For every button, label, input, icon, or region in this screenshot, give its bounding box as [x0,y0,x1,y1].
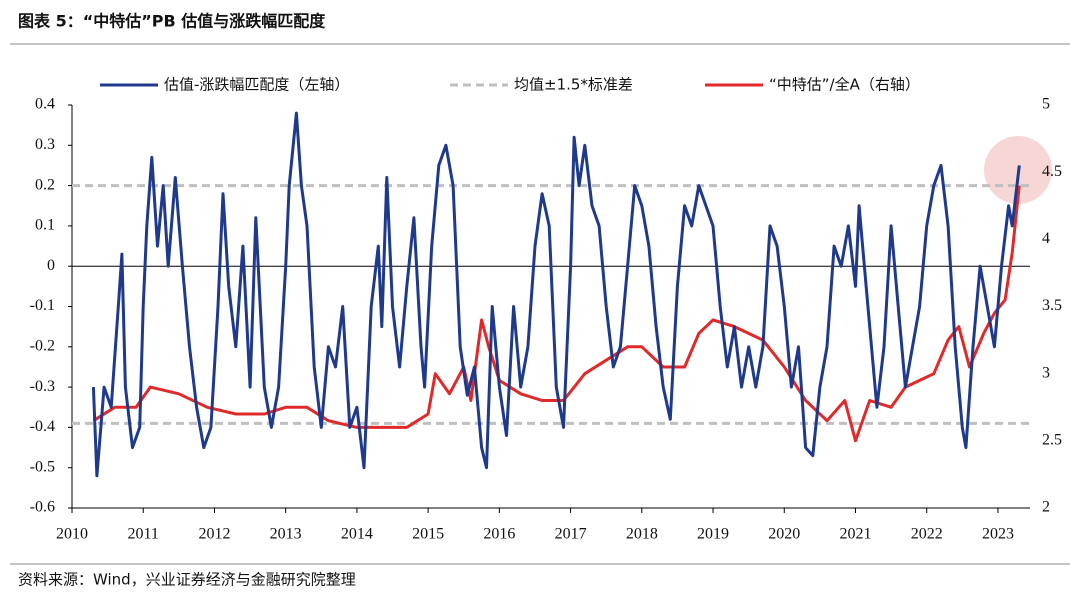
y-tick-label: 0 [47,257,55,274]
x-tick-label: 2016 [483,526,515,543]
y-tick-label: -0.6 [30,499,55,516]
y2-tick-label: 4 [1042,230,1050,247]
y2-tick-label: 4.5 [1042,163,1062,180]
legend-label: 均值±1.5*标准差 [514,76,633,94]
x-tick-label: 2015 [412,526,444,543]
x-tick-label: 2012 [198,526,230,543]
y2-tick-label: 3 [1042,364,1050,381]
y-tick-label: 0.4 [35,96,55,113]
x-tick-label: 2011 [128,526,159,543]
series-line [91,111,1021,478]
source: 资料来源：Wind，兴业证券经济与金融研究院整理 [18,571,356,589]
x-tick-label: 2023 [982,526,1014,543]
y-tick-label: -0.4 [30,418,55,435]
x-tick-label: 2018 [626,526,658,543]
y-tick-label: 0.1 [35,217,55,234]
y-tick-label: -0.2 [30,337,55,354]
y-tick-label: -0.1 [30,297,55,314]
y-tick-label: 0.3 [35,136,55,153]
y-tick-label: -0.3 [30,378,55,395]
legend-label: 估值-涨跌幅匹配度（左轴） [164,76,349,94]
x-tick-label: 2013 [270,526,302,543]
x-tick-label: 2017 [555,526,587,543]
series-line [92,185,1021,443]
x-tick-label: 2014 [341,526,373,543]
x-tick-label: 2020 [768,526,800,543]
x-tick-label: 2021 [839,526,871,543]
y2-tick-label: 5 [1042,96,1050,113]
y2-tick-label: 3.5 [1042,297,1062,314]
chart-title: 图表 5：“中特估”PB 估值与涨跌幅匹配度 [18,12,326,31]
legend-label: “中特估”/全A（右轴） [769,76,920,94]
x-tick-label: 2022 [911,526,943,543]
y-tick-label: 0.2 [35,176,55,193]
x-tick-label: 2010 [56,526,88,543]
y2-tick-label: 2 [1042,499,1050,516]
y2-tick-label: 2.5 [1042,432,1062,449]
x-tick-label: 2019 [697,526,729,543]
y-tick-label: -0.5 [30,458,55,475]
